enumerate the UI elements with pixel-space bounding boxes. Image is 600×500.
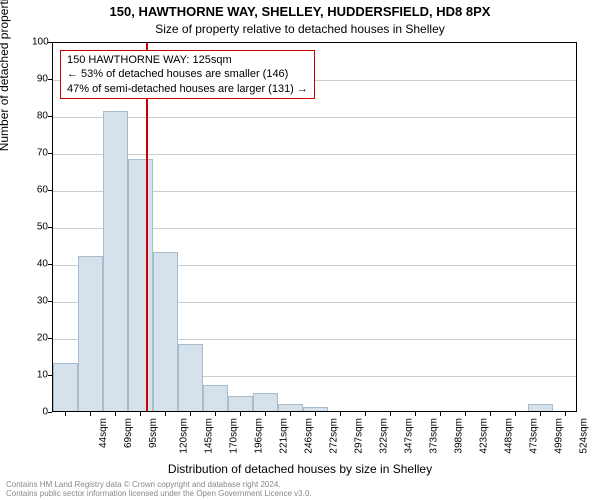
y-tick-label: 20	[32, 333, 48, 344]
x-tick-mark	[165, 412, 166, 416]
y-tick-mark	[48, 153, 52, 154]
y-axis-label: Number of detached properties	[0, 0, 11, 151]
x-tick-mark	[415, 412, 416, 416]
y-tick-label: 40	[32, 259, 48, 270]
x-tick-label: 322sqm	[378, 418, 389, 454]
y-tick-mark	[48, 338, 52, 339]
x-tick-mark	[215, 412, 216, 416]
x-tick-label: 448sqm	[503, 418, 514, 454]
chart-container: 150, HAWTHORNE WAY, SHELLEY, HUDDERSFIEL…	[0, 0, 600, 500]
histogram-bar	[78, 256, 103, 411]
histogram-bar	[303, 407, 328, 411]
histogram-bar	[53, 363, 78, 411]
x-tick-mark	[265, 412, 266, 416]
x-tick-label: 398sqm	[453, 418, 464, 454]
y-tick-label: 80	[32, 111, 48, 122]
x-tick-label: 272sqm	[328, 418, 339, 454]
annotation-line-2: ← 53% of detached houses are smaller (14…	[67, 67, 308, 81]
chart-title-main: 150, HAWTHORNE WAY, SHELLEY, HUDDERSFIEL…	[0, 4, 600, 19]
annotation-line-3: 47% of semi-detached houses are larger (…	[67, 82, 308, 96]
x-tick-label: 473sqm	[528, 418, 539, 454]
y-tick-label: 0	[32, 407, 48, 418]
x-tick-label: 145sqm	[203, 418, 214, 454]
y-tick-label: 90	[32, 74, 48, 85]
y-tick-mark	[48, 375, 52, 376]
x-tick-label: 524sqm	[578, 418, 589, 454]
x-tick-mark	[90, 412, 91, 416]
x-tick-label: 297sqm	[353, 418, 364, 454]
grid-line	[53, 117, 576, 118]
histogram-bar	[103, 111, 128, 411]
chart-title-sub: Size of property relative to detached ho…	[0, 22, 600, 36]
x-tick-label: 69sqm	[123, 418, 134, 448]
histogram-bar	[128, 159, 153, 411]
y-tick-mark	[48, 301, 52, 302]
x-tick-mark	[240, 412, 241, 416]
x-tick-label: 246sqm	[303, 418, 314, 454]
annotation-line-1: 150 HAWTHORNE WAY: 125sqm	[67, 53, 308, 67]
y-tick-label: 50	[32, 222, 48, 233]
x-tick-label: 423sqm	[478, 418, 489, 454]
x-tick-mark	[365, 412, 366, 416]
y-tick-label: 10	[32, 370, 48, 381]
y-tick-mark	[48, 42, 52, 43]
histogram-bar	[203, 385, 228, 411]
y-tick-mark	[48, 264, 52, 265]
y-tick-mark	[48, 412, 52, 413]
x-tick-label: 347sqm	[403, 418, 414, 454]
histogram-bar	[253, 393, 278, 412]
footer-attribution: Contains HM Land Registry data © Crown c…	[6, 480, 312, 498]
x-axis-label: Distribution of detached houses by size …	[0, 462, 600, 476]
x-tick-label: 120sqm	[178, 418, 189, 454]
x-tick-label: 221sqm	[278, 418, 289, 454]
y-tick-label: 60	[32, 185, 48, 196]
histogram-bar	[228, 396, 253, 411]
x-tick-mark	[565, 412, 566, 416]
x-tick-mark	[540, 412, 541, 416]
x-tick-mark	[440, 412, 441, 416]
x-tick-mark	[465, 412, 466, 416]
x-tick-label: 196sqm	[253, 418, 264, 454]
y-tick-label: 70	[32, 148, 48, 159]
x-tick-mark	[390, 412, 391, 416]
x-tick-label: 95sqm	[148, 418, 159, 448]
y-tick-mark	[48, 227, 52, 228]
histogram-bar	[178, 344, 203, 411]
x-tick-mark	[140, 412, 141, 416]
histogram-bar	[278, 404, 303, 411]
grid-line	[53, 154, 576, 155]
x-tick-label: 373sqm	[428, 418, 439, 454]
y-tick-mark	[48, 116, 52, 117]
annotation-box: 150 HAWTHORNE WAY: 125sqm ← 53% of detac…	[60, 50, 315, 99]
x-tick-label: 44sqm	[98, 418, 109, 448]
x-tick-mark	[315, 412, 316, 416]
x-tick-mark	[290, 412, 291, 416]
y-tick-mark	[48, 190, 52, 191]
footer-line-1: Contains HM Land Registry data © Crown c…	[6, 480, 312, 489]
x-tick-mark	[65, 412, 66, 416]
x-tick-mark	[490, 412, 491, 416]
x-tick-mark	[515, 412, 516, 416]
y-tick-mark	[48, 79, 52, 80]
x-tick-mark	[190, 412, 191, 416]
histogram-bar	[528, 404, 553, 411]
x-tick-mark	[115, 412, 116, 416]
y-tick-label: 100	[32, 37, 48, 48]
x-tick-label: 499sqm	[553, 418, 564, 454]
x-tick-label: 170sqm	[228, 418, 239, 454]
x-tick-mark	[340, 412, 341, 416]
histogram-bar	[153, 252, 178, 411]
y-tick-label: 30	[32, 296, 48, 307]
footer-line-2: Contains public sector information licen…	[6, 489, 312, 498]
